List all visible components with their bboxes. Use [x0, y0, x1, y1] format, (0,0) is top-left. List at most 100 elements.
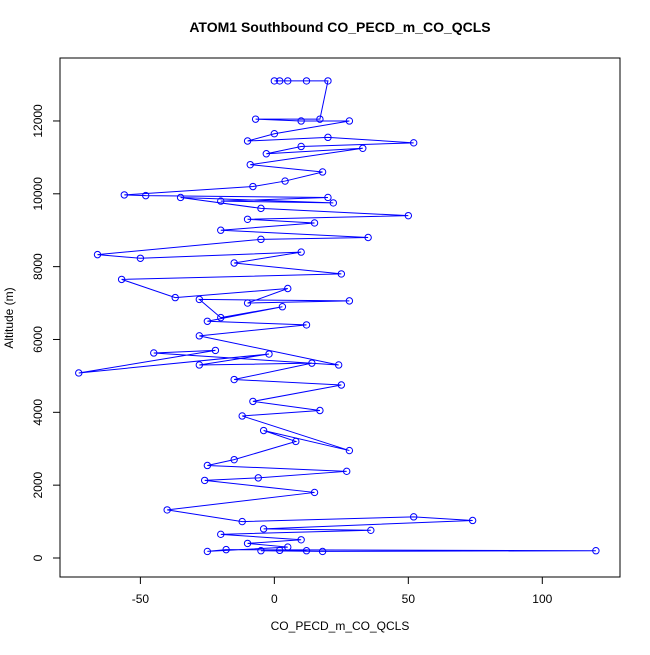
point	[284, 284, 292, 293]
plot-frame	[59, 57, 621, 578]
point	[292, 437, 300, 446]
point	[238, 412, 246, 420]
point	[259, 525, 268, 533]
x-tick-label: -50	[132, 592, 150, 606]
point	[195, 295, 204, 304]
point	[203, 317, 212, 325]
point	[404, 211, 413, 220]
point	[316, 115, 324, 123]
point	[75, 369, 83, 377]
point	[230, 455, 238, 464]
point	[318, 168, 327, 176]
point	[308, 359, 316, 367]
point	[217, 226, 225, 234]
point	[246, 160, 254, 169]
point	[364, 233, 372, 242]
point	[337, 270, 346, 278]
point	[150, 349, 158, 357]
point	[342, 467, 351, 476]
point	[203, 547, 212, 556]
point	[262, 150, 271, 158]
point	[120, 191, 129, 199]
point	[257, 204, 265, 213]
point	[117, 275, 126, 284]
point	[176, 193, 185, 202]
point	[257, 235, 265, 244]
point	[345, 117, 354, 125]
chart-title: ATOM1 Southbound CO_PECD_m_CO_QCLS	[189, 19, 490, 35]
point	[324, 133, 332, 142]
y-tick-label: 4000	[31, 399, 45, 426]
point	[284, 77, 292, 85]
point	[367, 526, 375, 535]
point	[302, 547, 311, 555]
point	[337, 381, 346, 389]
point	[230, 375, 238, 384]
point	[345, 297, 354, 305]
y-tick-label: 12000	[31, 104, 45, 138]
y-axis-label: Altitude (m)	[2, 287, 16, 348]
point	[251, 115, 260, 123]
point	[281, 177, 289, 185]
point	[265, 350, 273, 358]
y-tick-label: 2000	[31, 471, 45, 498]
point	[254, 474, 262, 482]
point	[243, 299, 252, 307]
point	[297, 142, 305, 151]
point	[316, 406, 324, 415]
y-tick-label: 8000	[31, 253, 45, 280]
point	[334, 361, 343, 369]
point	[222, 545, 230, 554]
point	[142, 191, 150, 200]
point	[276, 546, 284, 555]
point	[203, 461, 212, 470]
point	[249, 397, 257, 406]
point	[243, 137, 252, 145]
point	[217, 313, 225, 322]
y-tick-label: 10000	[31, 177, 45, 211]
y-tick-label: 6000	[31, 326, 45, 353]
point	[409, 139, 418, 147]
point	[257, 547, 265, 555]
point	[297, 536, 305, 544]
point	[302, 321, 311, 329]
point	[278, 303, 287, 311]
point	[409, 513, 418, 521]
point	[270, 77, 279, 85]
point	[345, 446, 354, 455]
point	[310, 488, 319, 497]
point	[243, 215, 252, 223]
point	[259, 426, 268, 435]
point	[200, 476, 209, 485]
point	[284, 543, 292, 551]
point	[217, 530, 225, 539]
point	[297, 248, 305, 256]
point	[163, 506, 171, 514]
point	[270, 130, 279, 138]
point	[310, 219, 319, 227]
point	[324, 77, 332, 85]
point	[302, 77, 311, 85]
point	[238, 517, 246, 526]
point	[136, 254, 145, 262]
point	[359, 144, 367, 152]
point	[592, 547, 600, 555]
point	[329, 199, 338, 207]
point	[243, 539, 252, 548]
x-tick-label: 50	[402, 592, 416, 606]
point	[324, 193, 332, 202]
x-tick-label: 100	[532, 592, 552, 606]
point	[297, 117, 305, 125]
point	[249, 182, 257, 191]
point	[276, 77, 284, 85]
point	[318, 547, 327, 556]
x-axis-label: CO_PECD_m_CO_QCLS	[271, 619, 410, 633]
point	[195, 361, 204, 369]
point	[468, 516, 477, 525]
point	[217, 197, 225, 205]
point	[230, 259, 238, 267]
point	[211, 346, 220, 355]
series-line	[78, 80, 596, 552]
point	[171, 293, 179, 302]
